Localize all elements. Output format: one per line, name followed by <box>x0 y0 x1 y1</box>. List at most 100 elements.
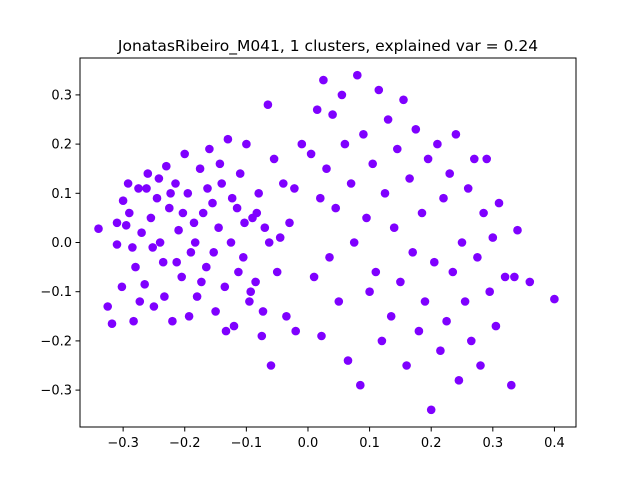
data-point <box>272 267 282 277</box>
data-point <box>134 184 143 193</box>
data-point <box>220 282 230 292</box>
data-point <box>525 277 535 287</box>
data-point <box>393 144 402 154</box>
x-tick-label: 0.3 <box>482 436 503 451</box>
data-point <box>117 282 127 292</box>
data-point <box>162 161 171 171</box>
data-point <box>282 312 291 321</box>
data-point <box>118 196 128 205</box>
data-point <box>192 292 202 301</box>
data-point <box>242 139 251 149</box>
data-point <box>405 174 414 183</box>
data-point <box>417 208 427 218</box>
data-point <box>154 174 164 183</box>
data-point <box>374 85 384 95</box>
data-point <box>234 267 243 277</box>
data-point <box>121 221 131 230</box>
y-tick-label: 0.1 <box>51 187 72 202</box>
data-point <box>171 179 180 188</box>
data-point <box>180 149 189 159</box>
y-tick-label: −0.3 <box>40 384 72 399</box>
data-point <box>275 233 285 242</box>
y-tick-label: 0.2 <box>51 138 72 153</box>
data-point <box>349 238 359 247</box>
data-point <box>103 302 112 311</box>
data-point <box>482 154 492 164</box>
data-point <box>165 203 174 213</box>
data-point <box>513 225 522 235</box>
data-point <box>297 139 307 149</box>
data-point <box>479 208 488 218</box>
data-point <box>254 189 263 198</box>
data-point <box>174 225 183 235</box>
data-point <box>263 100 273 109</box>
data-point <box>131 262 140 272</box>
x-tick-label: 0.1 <box>359 436 380 451</box>
data-point <box>215 159 225 169</box>
data-point <box>184 312 194 321</box>
data-point <box>312 105 322 114</box>
data-point <box>328 110 337 119</box>
y-tick-label: −0.2 <box>40 334 72 349</box>
data-point <box>442 316 451 326</box>
data-point <box>155 238 165 247</box>
data-point <box>433 139 442 149</box>
data-point <box>177 272 186 282</box>
data-point <box>476 361 485 370</box>
data-point <box>346 179 356 188</box>
data-point <box>202 262 211 272</box>
data-point <box>198 208 208 218</box>
x-tick-label: 0.2 <box>421 436 442 451</box>
data-point <box>507 380 516 390</box>
data-point <box>266 361 276 370</box>
data-point <box>240 218 249 228</box>
data-point <box>414 326 424 336</box>
data-point <box>467 336 476 346</box>
x-axis: −0.3 −0.2 −0.1 0.0 0.1 0.2 0.3 0.4 <box>107 427 565 451</box>
data-point <box>325 252 334 262</box>
data-point <box>183 189 193 198</box>
data-point <box>146 213 156 223</box>
data-point <box>148 243 157 252</box>
data-point <box>112 218 122 228</box>
data-point <box>368 159 378 169</box>
data-point <box>337 90 347 100</box>
data-point <box>436 346 445 356</box>
x-tick-label: −0.1 <box>231 436 263 451</box>
data-point <box>454 376 464 385</box>
chart-title: JonatasRibeiro_M041, 1 clusters, explain… <box>117 37 538 56</box>
x-tick-label: −0.2 <box>169 436 201 451</box>
data-point <box>178 208 188 218</box>
data-point <box>226 238 236 247</box>
data-point <box>135 297 145 306</box>
data-point <box>172 257 181 267</box>
x-tick-label: 0.0 <box>298 436 319 451</box>
data-point <box>258 307 268 316</box>
data-point <box>457 238 467 247</box>
data-point <box>152 193 162 203</box>
data-point <box>408 248 418 257</box>
points-layer <box>94 70 559 415</box>
data-point <box>396 277 405 287</box>
data-point <box>448 267 458 277</box>
data-point <box>316 193 325 203</box>
data-point <box>500 272 510 282</box>
data-point <box>123 179 133 188</box>
data-point <box>290 184 299 193</box>
data-point <box>264 238 274 247</box>
data-point <box>160 292 169 301</box>
data-point <box>359 130 368 139</box>
data-point <box>209 248 218 257</box>
data-point <box>128 243 137 252</box>
data-point <box>197 277 206 287</box>
data-point <box>142 184 151 193</box>
data-point <box>94 224 103 233</box>
data-point <box>245 297 254 306</box>
data-point <box>203 184 212 193</box>
data-point <box>143 169 153 178</box>
data-point <box>257 331 267 341</box>
data-point <box>149 302 159 311</box>
data-point <box>451 130 461 139</box>
